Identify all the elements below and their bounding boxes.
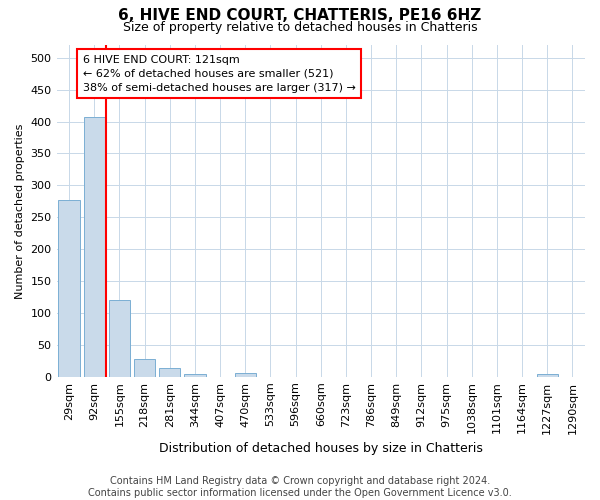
Y-axis label: Number of detached properties: Number of detached properties (15, 123, 25, 298)
Bar (134, 359, 155, 376)
Bar (109, 300, 130, 376)
Text: 6, HIVE END COURT, CHATTERIS, PE16 6HZ: 6, HIVE END COURT, CHATTERIS, PE16 6HZ (118, 8, 482, 22)
Text: Size of property relative to detached houses in Chatteris: Size of property relative to detached ho… (122, 21, 478, 34)
Bar (58, 200, 80, 376)
Text: 6 HIVE END COURT: 121sqm
← 62% of detached houses are smaller (521)
38% of semi-: 6 HIVE END COURT: 121sqm ← 62% of detach… (83, 54, 356, 92)
X-axis label: Distribution of detached houses by size in Chatteris: Distribution of detached houses by size … (159, 442, 483, 455)
Text: Contains HM Land Registry data © Crown copyright and database right 2024.
Contai: Contains HM Land Registry data © Crown c… (88, 476, 512, 498)
Bar (83, 117, 105, 376)
Bar (159, 368, 181, 376)
Bar (235, 374, 256, 376)
Bar (184, 374, 206, 376)
Bar (536, 374, 558, 376)
